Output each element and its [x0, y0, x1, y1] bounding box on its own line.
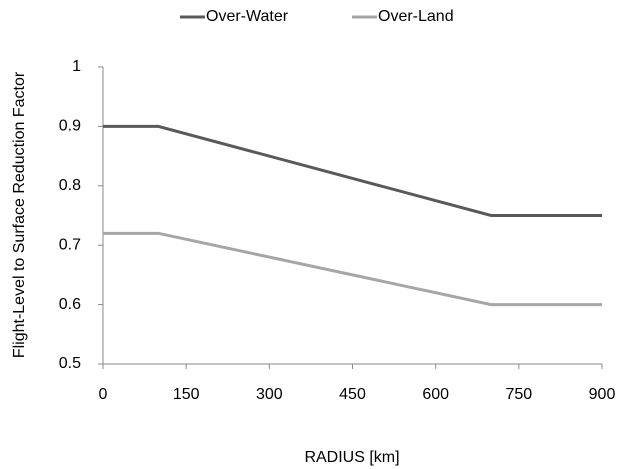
y-tick-label: 0.5	[59, 355, 81, 372]
y-tick-label: 0.8	[59, 177, 81, 194]
x-tick-label: 300	[256, 386, 283, 403]
legend-label: Over-Land	[378, 8, 454, 25]
y-axis-label: Flight-Level to Surface Reduction Factor	[11, 71, 28, 358]
line	[103, 124, 602, 217]
x-tick-label: 750	[505, 386, 532, 403]
legend-label: Over-Water	[206, 8, 289, 25]
y-tick-label: 0.7	[59, 236, 81, 253]
line	[103, 231, 602, 307]
y-tick-label: 0.6	[59, 296, 81, 313]
x-axis-label: RADIUS [km]	[304, 449, 399, 466]
x-tick-label: 0	[99, 386, 108, 403]
y-tick-label: 1	[72, 58, 81, 75]
x-tick-label: 600	[422, 386, 449, 403]
x-tick-label: 150	[173, 386, 200, 403]
y-tick-label: 0.9	[59, 118, 81, 135]
x-tick-label: 900	[589, 386, 616, 403]
x-tick-label: 450	[339, 386, 366, 403]
